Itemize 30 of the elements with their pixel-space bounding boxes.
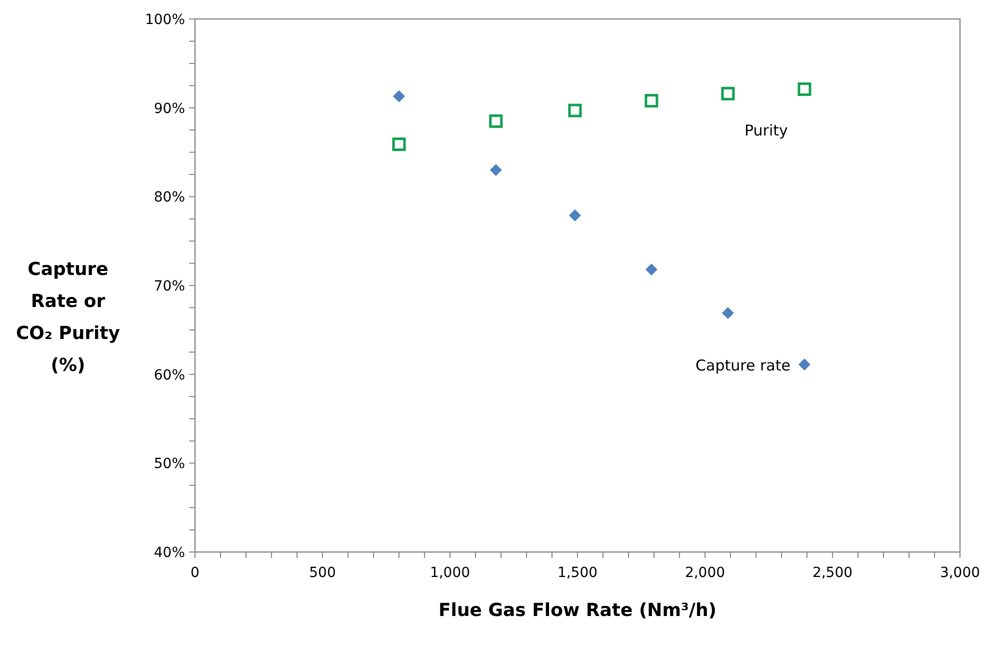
x-tick-label: 2,000 (684, 565, 726, 581)
y-tick-label: 70% (154, 278, 185, 294)
y-tick-label: 60% (154, 367, 185, 384)
x-tick-label: 1,000 (430, 565, 470, 581)
y-tick-label: 90% (154, 100, 185, 117)
x-tick-label: 1,500 (557, 565, 598, 581)
point (721, 86, 735, 100)
point (393, 90, 405, 102)
point (392, 138, 406, 152)
x-tick-label: 0 (190, 565, 200, 581)
point (568, 104, 582, 118)
series-label: Purity (744, 122, 788, 140)
y-axis-title: Capture Rate or CO₂ Purity (%) (16, 259, 120, 376)
point (644, 94, 658, 108)
y-tick-label: 80% (154, 190, 185, 206)
point (798, 358, 810, 371)
series-label: Capture rate (696, 356, 790, 375)
point (798, 82, 812, 96)
y-tick-label: 100% (144, 12, 185, 28)
x-tick-label: 500 (309, 565, 336, 581)
point (645, 264, 658, 276)
x-tick-label: 2,500 (812, 565, 853, 581)
x-axis-title: Flue Gas Flow Rate (Nm³/h) (438, 600, 717, 621)
x-tick-label: 3,000 (940, 565, 980, 581)
point (722, 307, 734, 320)
point (489, 114, 503, 128)
point (568, 209, 581, 222)
y-tick-label: 40% (154, 545, 185, 561)
point (490, 164, 502, 176)
y-tick-label: 50% (154, 456, 185, 472)
